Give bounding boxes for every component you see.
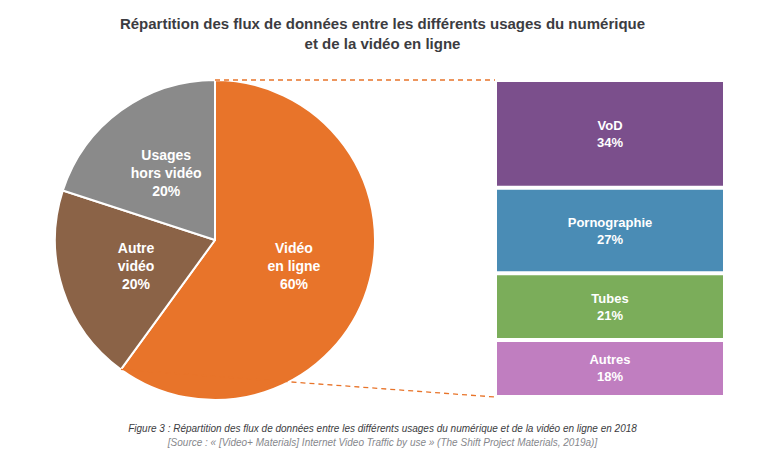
- svg-text:Pornographie: Pornographie: [568, 215, 653, 230]
- svg-text:Vidéo: Vidéo: [275, 240, 313, 256]
- svg-text:[Source : « [Video+ Materials]: [Source : « [Video+ Materials] Internet …: [167, 437, 598, 448]
- svg-text:et de la vidéo en ligne: et de la vidéo en ligne: [305, 35, 461, 52]
- svg-text:Usages: Usages: [141, 147, 191, 163]
- svg-text:20%: 20%: [152, 183, 181, 199]
- svg-text:27%: 27%: [597, 232, 623, 247]
- svg-text:20%: 20%: [122, 276, 151, 292]
- svg-text:Répartition des flux de donnée: Répartition des flux de données entre le…: [120, 15, 645, 32]
- svg-text:21%: 21%: [597, 308, 623, 323]
- svg-text:en ligne: en ligne: [267, 258, 320, 274]
- svg-text:vidéo: vidéo: [118, 258, 155, 274]
- svg-text:Figure 3 : Répartition des flu: Figure 3 : Répartition des flux de donné…: [128, 423, 637, 434]
- svg-text:Autre: Autre: [118, 240, 155, 256]
- svg-text:Tubes: Tubes: [591, 291, 628, 306]
- svg-text:hors vidéo: hors vidéo: [131, 165, 202, 181]
- svg-text:VoD: VoD: [597, 118, 622, 133]
- svg-text:Autres: Autres: [589, 352, 630, 367]
- svg-text:18%: 18%: [597, 369, 623, 384]
- svg-text:60%: 60%: [280, 276, 309, 292]
- svg-text:34%: 34%: [597, 135, 623, 150]
